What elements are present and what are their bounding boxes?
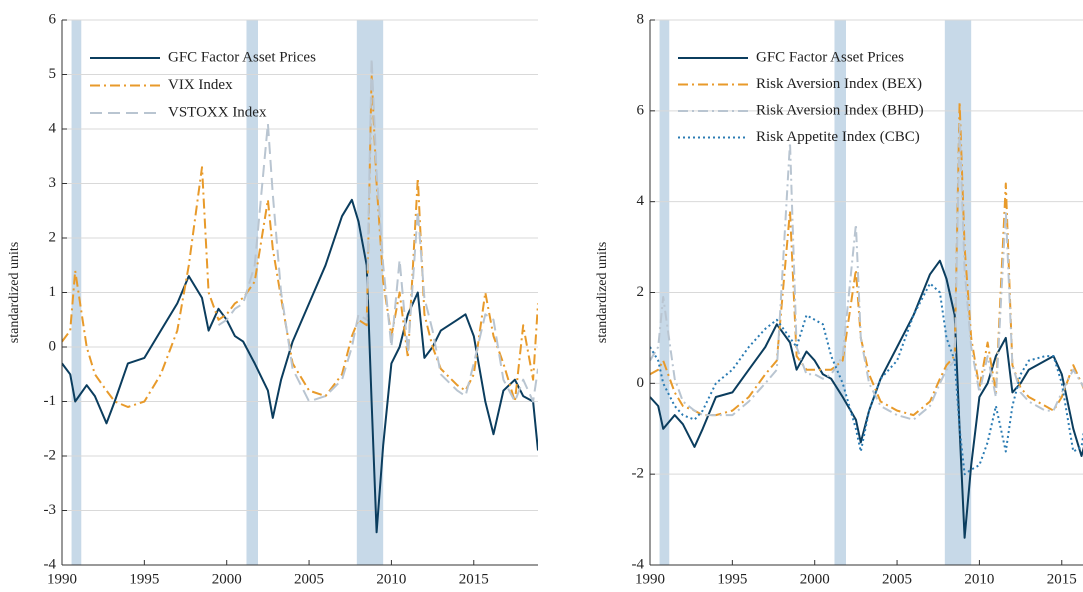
- legend-label: Risk Aversion Index (BEX): [756, 76, 922, 92]
- y-tick-label: -2: [632, 466, 645, 482]
- y-tick-label: -4: [632, 556, 645, 572]
- x-tick-label: 1990: [47, 571, 77, 587]
- x-tick-label: 1995: [129, 571, 159, 587]
- x-tick-label: 1990: [635, 571, 665, 587]
- x-tick-label: 2010: [964, 571, 994, 587]
- panel: -4 -2 0 2 4 6 8 1990 1995 2000 2005 2010 2015 standar…: [595, 11, 1083, 587]
- legend-label: VIX Index: [168, 77, 233, 93]
- plot-area: [62, 57, 538, 534]
- legend-label: GFC Factor Asset Prices: [756, 49, 904, 65]
- y-tick-label: -4: [44, 556, 57, 572]
- y-axis-label: standardized units: [7, 242, 22, 343]
- series-line: [650, 259, 1083, 539]
- x-tick-label: 2005: [882, 571, 912, 587]
- x-tick-label: 2015: [459, 571, 489, 587]
- series-line: [217, 57, 538, 403]
- y-tick-label: 5: [49, 66, 57, 82]
- y-tick-label: 6: [49, 11, 57, 27]
- series-line: [650, 100, 1083, 417]
- x-tick-label: 2005: [294, 571, 324, 587]
- y-tick-label: 8: [637, 11, 645, 27]
- y-tick-label: 2: [49, 229, 57, 245]
- x-tick-label: 2015: [1047, 571, 1077, 587]
- series-line: [62, 198, 538, 534]
- series-line: [650, 123, 1083, 421]
- y-tick-label: -1: [44, 393, 57, 409]
- x-tick-label: 2010: [376, 571, 406, 587]
- legend-label: Risk Aversion Index (BHD): [756, 102, 924, 118]
- legend-label: GFC Factor Asset Prices: [168, 49, 316, 65]
- y-tick-label: 1: [49, 284, 57, 300]
- y-axis-label: standardized units: [595, 242, 610, 343]
- panel: -4 -3 -2 -1 0 1 2 3 4 5 6 1990 1995 2000 2005 2010 2015 s…: [7, 11, 538, 587]
- y-tick-label: -2: [44, 447, 57, 463]
- series-line: [650, 282, 1083, 476]
- y-tick-label: -3: [44, 502, 57, 518]
- x-tick-label: 1995: [717, 571, 747, 587]
- y-tick-label: 3: [49, 175, 57, 191]
- y-tick-label: 2: [637, 284, 645, 300]
- x-tick-label: 2000: [800, 571, 830, 587]
- plot-area: [650, 100, 1083, 539]
- x-tick-label: 2000: [212, 571, 242, 587]
- y-tick-label: 4: [49, 120, 57, 136]
- legend-label: VSTOXX Index: [168, 104, 267, 120]
- y-tick-label: 4: [637, 193, 645, 209]
- y-tick-label: 0: [637, 375, 645, 391]
- y-tick-label: 6: [637, 102, 645, 118]
- series-line: [62, 73, 538, 408]
- legend-label: Risk Appetite Index (CBC): [756, 129, 920, 145]
- y-tick-label: 0: [49, 338, 57, 354]
